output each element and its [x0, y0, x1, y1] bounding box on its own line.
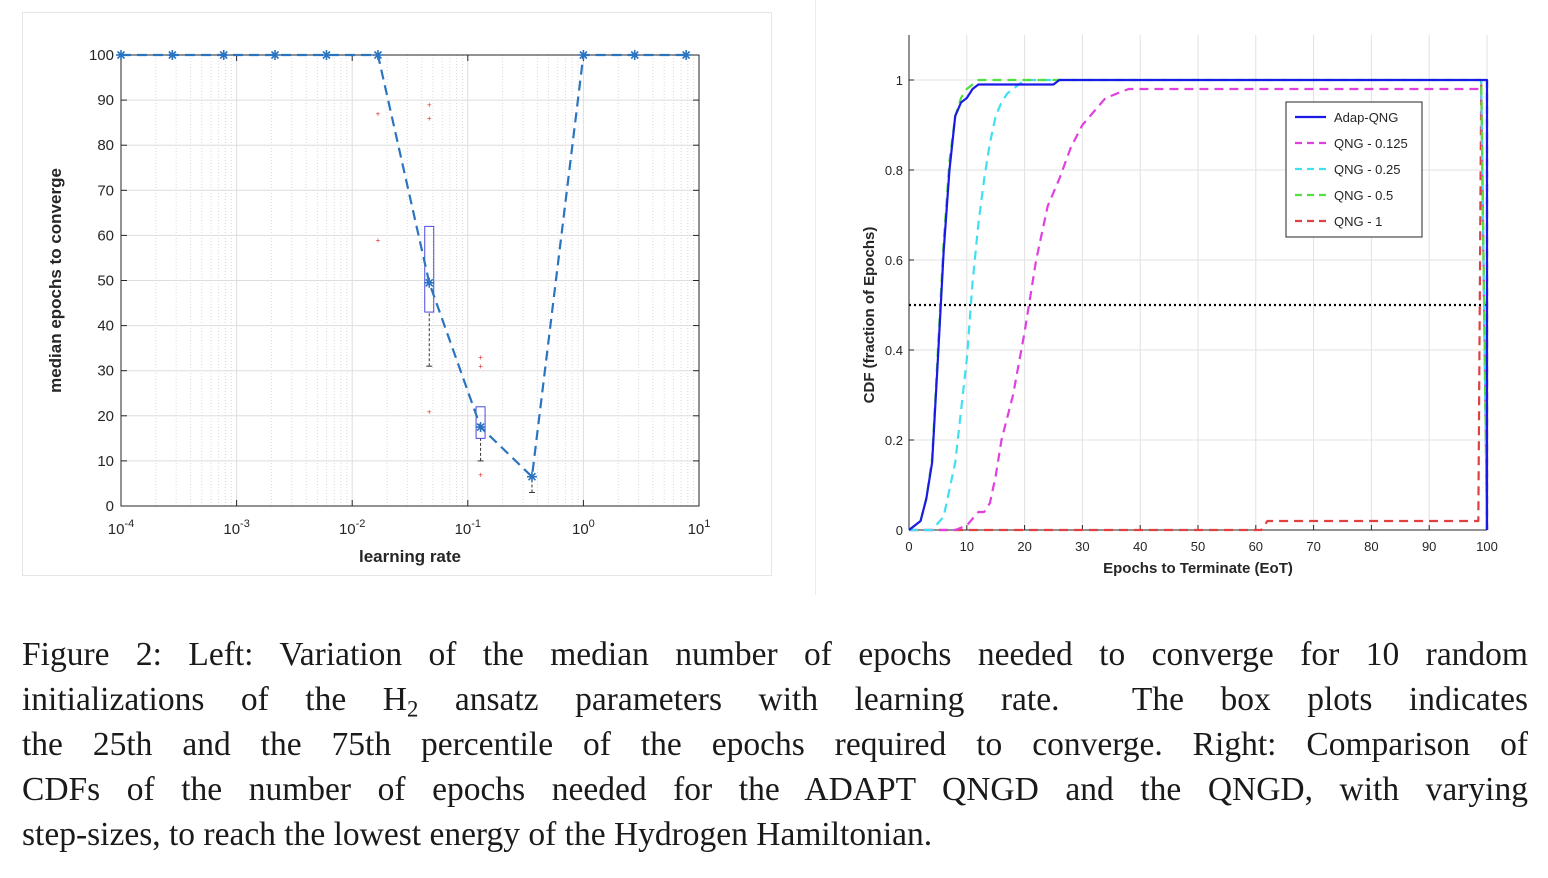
left-box-outlier: +	[478, 470, 483, 479]
left-data-point	[424, 277, 435, 288]
right-xlabel: Epochs to Terminate (EoT)	[1103, 560, 1293, 577]
right-ytick-label: 0	[896, 523, 903, 538]
right-series-line	[909, 78, 1489, 532]
right-ytick-label: 0.4	[885, 343, 903, 358]
right-ytick-label: 0.6	[885, 253, 903, 268]
left-xlabel: learning rate	[359, 547, 461, 566]
left-ylabel: median epochs to converge	[46, 168, 65, 393]
left-box-iqr	[424, 225, 435, 313]
left-data-point	[116, 50, 126, 60]
right-ylabel: CDF (fraction of Epochs)	[861, 227, 878, 404]
caption-line: initializations of the H2 ansatz paramet…	[22, 677, 1528, 722]
right-legend-label: QNG - 0.25	[1334, 162, 1400, 177]
left-xtick-label: 10-4	[108, 518, 134, 538]
left-ytick-label: 70	[97, 182, 114, 199]
right-xtick-label: 30	[1075, 539, 1089, 554]
caption-subscript: 2	[406, 696, 419, 722]
left-data-point	[629, 50, 640, 60]
left-box-outlier: +	[478, 353, 483, 362]
caption-text: CDFs of the number of epochs needed for …	[22, 771, 1528, 808]
left-data-point	[218, 50, 229, 60]
left-ytick-label: 0	[106, 498, 114, 515]
right-xtick-label: 0	[905, 539, 912, 554]
caption-line: CDFs of the number of epochs needed for …	[22, 767, 1528, 812]
right-legend-label: QNG - 0.5	[1334, 188, 1393, 203]
left-xtick-label: 10-2	[339, 518, 365, 538]
left-grid	[120, 54, 700, 507]
left-chart-panel: 0 10 20 30 40 50 60 70 80 90 100 10-4 10-3 10-2 10-1 10…	[22, 12, 772, 576]
caption-text: step-sizes, to reach the lowest energy o…	[22, 816, 933, 853]
left-xtick-label: 10-3	[223, 518, 249, 538]
caption-line: Figure 2: Left: Variation of the median …	[22, 632, 1528, 677]
left-box-plot: + + +	[424, 101, 435, 416]
left-ytick-label: 20	[97, 408, 114, 425]
right-legend-label: QNG - 1	[1334, 214, 1382, 229]
left-outlier: +	[376, 236, 381, 245]
left-xtick-label: 100	[572, 518, 595, 538]
caption-text: Figure 2: Left: Variation of the median …	[22, 636, 1528, 673]
right-xtick-label: 10	[960, 539, 974, 554]
left-ytick-label: 60	[97, 227, 114, 244]
right-xtick-label: 20	[1017, 539, 1031, 554]
left-ytick-label: 50	[97, 273, 114, 290]
left-xtick-label: 101	[688, 518, 711, 538]
caption-line: the 25th and the 75th percentile of the …	[22, 722, 1528, 767]
caption-text: the 25th and the 75th percentile of the …	[22, 726, 1528, 763]
left-ytick-label: 30	[97, 363, 114, 380]
left-data-point	[578, 50, 589, 60]
left-ytick-label: 80	[97, 137, 114, 154]
left-box-outlier: +	[427, 101, 432, 110]
left-data-point	[526, 471, 537, 482]
caption-line: step-sizes, to reach the lowest energy o…	[22, 812, 1528, 857]
left-ytick-label: 40	[97, 318, 114, 335]
left-data-point	[372, 50, 383, 60]
left-xtick-label: 10-1	[455, 518, 481, 538]
left-ticks	[120, 54, 700, 507]
right-xtick-label: 60	[1249, 539, 1263, 554]
left-ytick-label: 100	[89, 47, 114, 64]
right-xtick-label: 100	[1476, 539, 1498, 554]
right-xtick-label: 80	[1364, 539, 1378, 554]
caption-text: ansatz parameters with learning rate. Th…	[418, 681, 1528, 718]
figure-caption: Figure 2: Left: Variation of the median …	[22, 632, 1528, 857]
right-chart: 0 10 20 30 40 50 60 70 80 90 100 0 0.2 0.4 0.6 0.8 1 Epoc…	[861, 35, 1498, 577]
left-data-point	[681, 50, 692, 60]
left-box-outlier: +	[478, 362, 483, 371]
left-data-point	[475, 422, 486, 433]
right-ytick-label: 0.8	[885, 163, 903, 178]
left-outlier: +	[376, 110, 381, 119]
left-ytick-label: 10	[97, 453, 114, 470]
right-series-line	[909, 87, 1489, 532]
right-ytick-label: 0.2	[885, 433, 903, 448]
left-box-iqr	[475, 406, 486, 439]
right-legend-label: QNG - 0.125	[1334, 136, 1408, 151]
caption-text: initializations of the H	[22, 681, 407, 718]
left-data-point	[270, 50, 281, 60]
right-xtick-label: 50	[1191, 539, 1205, 554]
right-xtick-label: 90	[1422, 539, 1436, 554]
right-xtick-label: 70	[1306, 539, 1320, 554]
right-xtick-label: 40	[1133, 539, 1147, 554]
right-ytick-label: 1	[896, 73, 903, 88]
left-box-outlier: +	[427, 407, 432, 416]
left-chart: 0 10 20 30 40 50 60 70 80 90 100 10-4 10-3 10-2 10-1 10…	[46, 47, 711, 566]
right-chart-panel: 0 10 20 30 40 50 60 70 80 90 100 0 0.2 0.4 0.6 0.8 1 Epoc…	[815, 0, 1526, 595]
left-box-outlier: +	[427, 114, 432, 123]
right-series-line	[908, 78, 1489, 531]
left-ytick-label: 90	[97, 92, 114, 109]
right-legend: Adap-QNG QNG - 0.125 QNG - 0.25 QNG - 0.5 QN…	[1285, 101, 1423, 238]
left-data-point	[167, 50, 178, 60]
right-legend-label: Adap-QNG	[1334, 110, 1398, 125]
left-data-point	[321, 50, 332, 60]
left-median-line	[121, 53, 687, 480]
